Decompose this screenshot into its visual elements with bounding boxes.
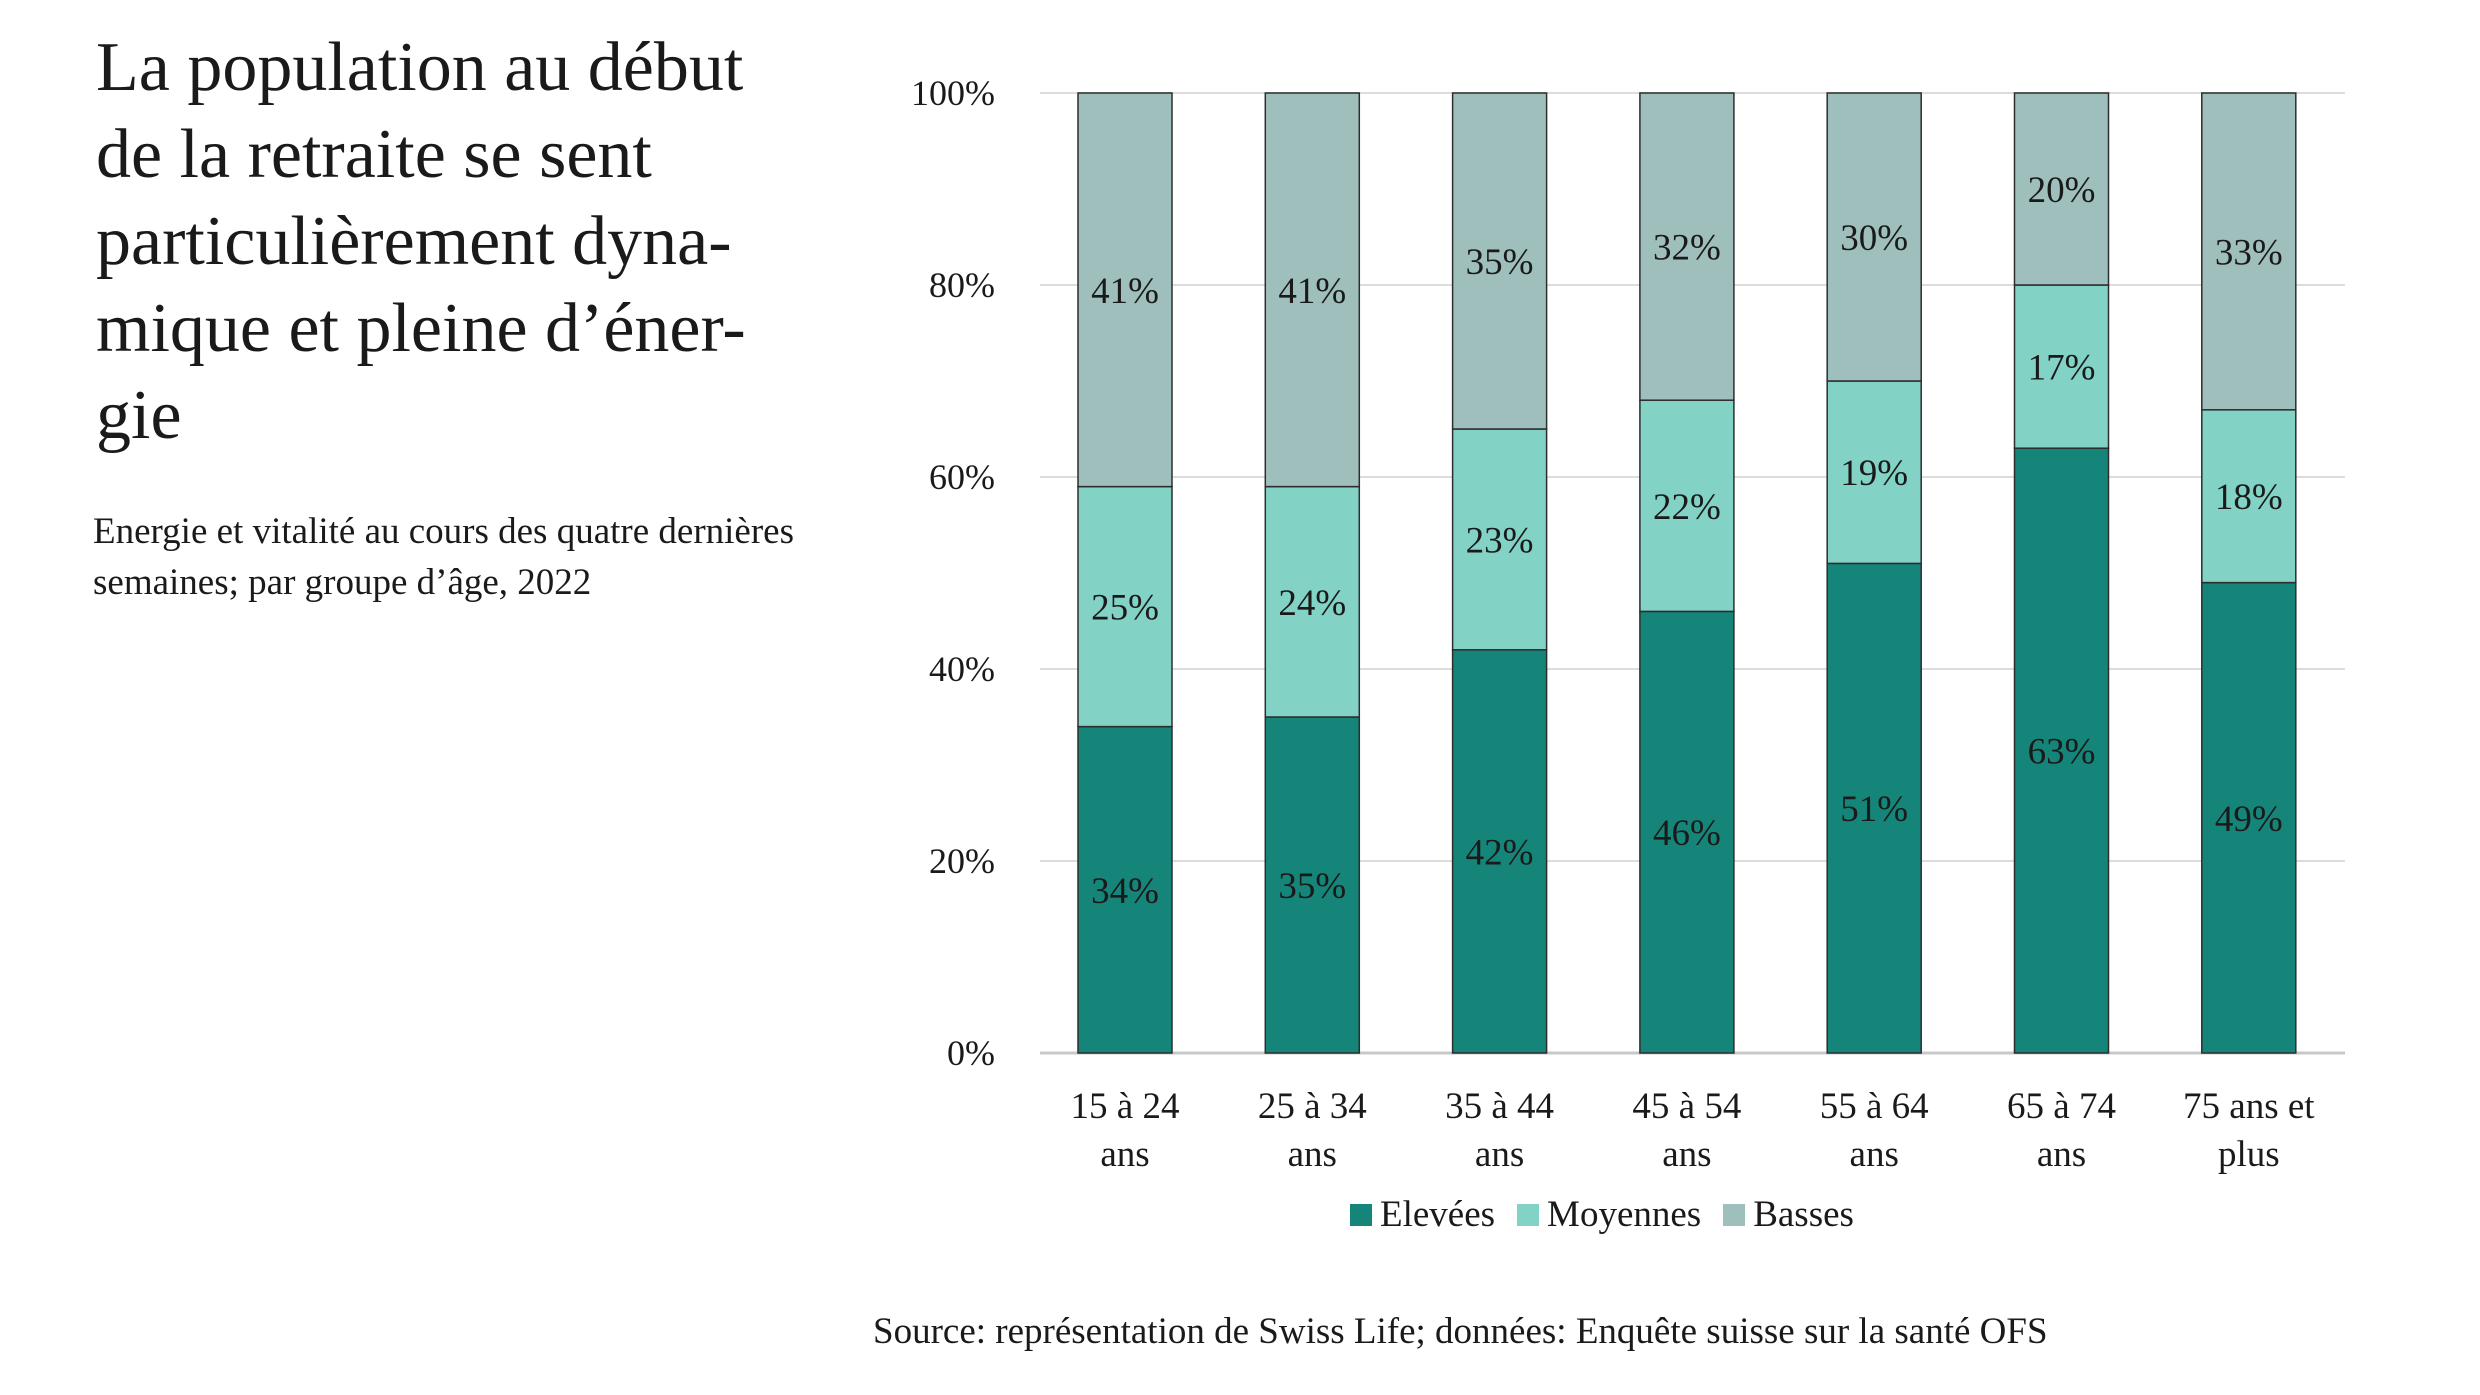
bar-segment	[2013, 92, 2110, 286]
data-label: 41%	[1278, 271, 1346, 312]
data-label: 35%	[1466, 242, 1534, 283]
data-label: 42%	[1466, 832, 1534, 873]
legend-label-elevees: Elevées	[1380, 1194, 1496, 1235]
data-label: 33%	[2215, 232, 2283, 273]
legend-label-moyennes: Moyennes	[1547, 1194, 1702, 1235]
data-label: 20%	[2028, 170, 2096, 211]
chart-title-line: La population au début	[96, 29, 744, 106]
bar-segment	[1826, 380, 1922, 565]
chart-subtitle-line: semaines; par groupe d’âge, 2022	[93, 562, 592, 603]
x-tick-label: 55 à 64	[1820, 1086, 1929, 1127]
data-label: 19%	[1840, 453, 1908, 494]
bar-segment	[2201, 92, 2297, 411]
y-tick-label: 40%	[929, 649, 995, 689]
data-label: 17%	[2028, 348, 2096, 389]
data-label: 24%	[1278, 583, 1346, 624]
legend-swatch-elevees	[1350, 1203, 1372, 1226]
legend-item-basses: Basses	[1723, 1193, 1854, 1236]
data-label: 32%	[1653, 228, 1721, 269]
data-label: 63%	[2028, 732, 2096, 773]
bar-segment	[1077, 485, 1173, 728]
y-tick-label: 60%	[929, 457, 995, 497]
x-tick-label: ans	[1850, 1134, 1899, 1175]
x-tick-label: 45 à 54	[1632, 1086, 1741, 1127]
x-tick-label: ans	[1662, 1134, 1711, 1175]
bar-segment	[1639, 399, 1735, 613]
bar-segment	[1639, 610, 1735, 1054]
bar-segment	[1077, 725, 1173, 1054]
source-note: Source: représentation de Swiss Life; do…	[873, 1311, 2048, 1352]
data-label: 49%	[2215, 799, 2283, 840]
bar-segment	[2013, 284, 2110, 449]
x-tick-label: 75 ans et	[2183, 1086, 2315, 1127]
legend-swatch-moyennes	[1517, 1203, 1540, 1226]
data-label: 25%	[1091, 588, 1159, 629]
x-tick-label: plus	[2218, 1134, 2280, 1175]
bar-segment	[1826, 562, 1922, 1054]
bar-segment	[1451, 649, 1548, 1054]
bar-segment	[1639, 92, 1735, 401]
bar-segment	[1077, 92, 1173, 488]
x-tick-label: ans	[2037, 1134, 2086, 1175]
bar-segment	[1264, 485, 1361, 718]
bar-segment	[2201, 581, 2297, 1054]
x-tick-label: ans	[1475, 1134, 1524, 1175]
y-tick-label: 20%	[929, 841, 995, 881]
legend-item-moyennes: Moyennes	[1517, 1193, 1701, 1236]
bar-segment	[1451, 428, 1548, 651]
x-tick-label: ans	[1100, 1134, 1149, 1175]
chart-title-line: particulièrement dyna-	[96, 203, 732, 280]
legend-swatch-basses	[1723, 1203, 1746, 1226]
legend-label-basses: Basses	[1753, 1194, 1854, 1235]
legend-item-elevees: Elevées	[1350, 1193, 1495, 1236]
x-tick-label: ans	[1288, 1134, 1337, 1175]
chart-title-line: de la retraite se sent	[96, 116, 652, 193]
x-tick-label: 65 à 74	[2007, 1086, 2116, 1127]
data-label: 23%	[1466, 520, 1534, 561]
y-tick-label: 100%	[911, 73, 995, 113]
x-tick-label: 25 à 34	[1258, 1086, 1367, 1127]
chart-subtitle: Energie et vitalité au cours des quatre …	[93, 506, 913, 608]
bar-segment	[1264, 716, 1361, 1054]
data-label: 51%	[1840, 789, 1908, 830]
chart-legend: Elevées Moyennes Basses	[1350, 1193, 1876, 1236]
chart-title-line: gie	[96, 377, 182, 454]
chart-title: La population au début de la retraite se…	[96, 24, 896, 459]
data-label: 46%	[1653, 813, 1721, 854]
data-label: 22%	[1653, 487, 1721, 528]
bar-segment	[1451, 92, 1548, 430]
x-tick-label: 15 à 24	[1071, 1086, 1180, 1127]
data-label: 35%	[1278, 866, 1346, 907]
data-label: 18%	[2215, 477, 2283, 518]
y-tick-label: 0%	[947, 1033, 995, 1073]
bar-segment	[2013, 447, 2110, 1054]
data-label: 34%	[1091, 871, 1159, 912]
chart-title-line: mique et pleine d’éner-	[96, 290, 746, 367]
bar-segment	[1826, 92, 1922, 382]
y-tick-label: 80%	[929, 265, 995, 305]
data-label: 41%	[1091, 271, 1159, 312]
bar-segment	[2201, 409, 2297, 584]
x-tick-label: 35 à 44	[1445, 1086, 1554, 1127]
bar-segment	[1264, 92, 1361, 488]
data-label: 30%	[1840, 218, 1908, 259]
chart-subtitle-line: Energie et vitalité au cours des quatre …	[93, 511, 794, 552]
